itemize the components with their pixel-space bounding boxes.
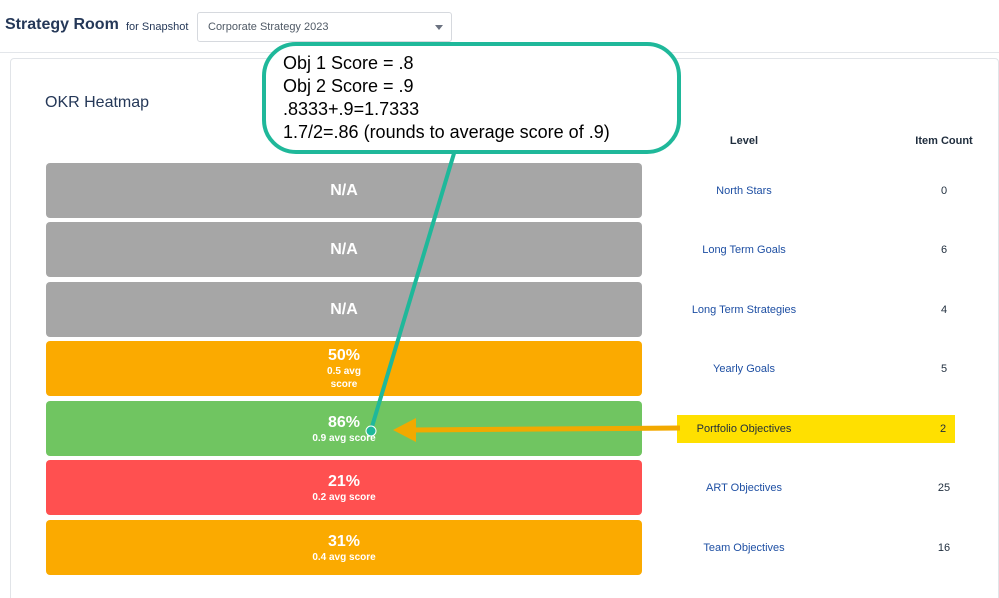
level-link-long-term-strategies[interactable]: Long Term Strategies bbox=[691, 304, 797, 316]
heat-bar-value: 50% bbox=[327, 347, 361, 364]
level-link-art-objectives[interactable]: ART Objectives bbox=[705, 482, 782, 494]
heat-bar-north-stars[interactable]: N/A bbox=[46, 163, 642, 218]
arrow-left-icon bbox=[393, 418, 416, 442]
row-highlight bbox=[677, 415, 955, 443]
highlight-arrow-shaft bbox=[411, 425, 681, 433]
heat-bar-value: 31% bbox=[327, 532, 361, 550]
heatmap-title: OKR Heatmap bbox=[45, 94, 150, 111]
item-count-portfolio-objectives: 2 bbox=[939, 423, 947, 435]
callout-line-2: Obj 2 Score = .9 bbox=[283, 76, 414, 96]
item-count-long-term-goals: 6 bbox=[940, 244, 948, 256]
heat-bar-avg-score: 0.9 avg score bbox=[312, 432, 376, 444]
callout-line-4: 1.7/2=.86 (rounds to average score of .9… bbox=[283, 122, 610, 142]
heat-bar-avg-score: 0.2 avg score bbox=[312, 491, 376, 503]
item-count-art-objectives: 25 bbox=[937, 482, 951, 494]
score-callout: Obj 1 Score = .8 Obj 2 Score = .9 .8333+… bbox=[262, 42, 681, 154]
level-link-portfolio-objectives[interactable]: Portfolio Objectives bbox=[696, 423, 792, 435]
heat-bar-avg-score: 0.4 avg score bbox=[312, 551, 376, 563]
item-count-long-term-strategies: 4 bbox=[940, 304, 948, 316]
heat-bar-art-objectives[interactable]: 21% 0.2 avg score bbox=[46, 460, 642, 515]
callout-line-3: .8333+.9=1.7333 bbox=[283, 99, 420, 119]
heat-bar-long-term-goals[interactable]: N/A bbox=[46, 222, 642, 277]
app-title: Strategy Room bbox=[5, 16, 119, 33]
heat-bar-value: 86% bbox=[327, 413, 361, 431]
item-count-team-objectives: 16 bbox=[937, 542, 951, 554]
item-count-north-stars: 0 bbox=[940, 185, 948, 197]
level-link-team-objectives[interactable]: Team Objectives bbox=[703, 542, 785, 554]
heat-bar-value: 21% bbox=[327, 472, 361, 490]
heat-bar-yearly-goals[interactable]: 50% 0.5 avg score bbox=[46, 341, 642, 396]
item-count-column-header: Item Count bbox=[915, 135, 973, 147]
heat-bar-value: N/A bbox=[330, 300, 358, 318]
snapshot-label: for Snapshot bbox=[126, 21, 189, 33]
heat-bar-team-objectives[interactable]: 31% 0.4 avg score bbox=[46, 520, 642, 575]
level-column-header: Level bbox=[729, 135, 759, 147]
snapshot-select[interactable]: Corporate Strategy 2023 bbox=[197, 12, 452, 42]
heat-bar-avg-score: 0.5 avg score bbox=[327, 366, 361, 390]
item-count-yearly-goals: 5 bbox=[940, 363, 948, 375]
callout-line-1: Obj 1 Score = .8 bbox=[283, 53, 414, 73]
heat-bar-value: N/A bbox=[330, 181, 358, 199]
heat-bar-long-term-strategies[interactable]: N/A bbox=[46, 282, 642, 337]
chevron-down-icon bbox=[435, 25, 443, 30]
level-link-yearly-goals[interactable]: Yearly Goals bbox=[713, 363, 775, 375]
callout-pointer-dot bbox=[365, 425, 377, 437]
heat-bar-value: N/A bbox=[330, 240, 358, 258]
snapshot-select-value: Corporate Strategy 2023 bbox=[208, 21, 329, 33]
level-link-north-stars[interactable]: North Stars bbox=[716, 185, 772, 197]
level-link-long-term-goals[interactable]: Long Term Goals bbox=[702, 244, 786, 256]
callout-connector-line bbox=[369, 149, 457, 431]
